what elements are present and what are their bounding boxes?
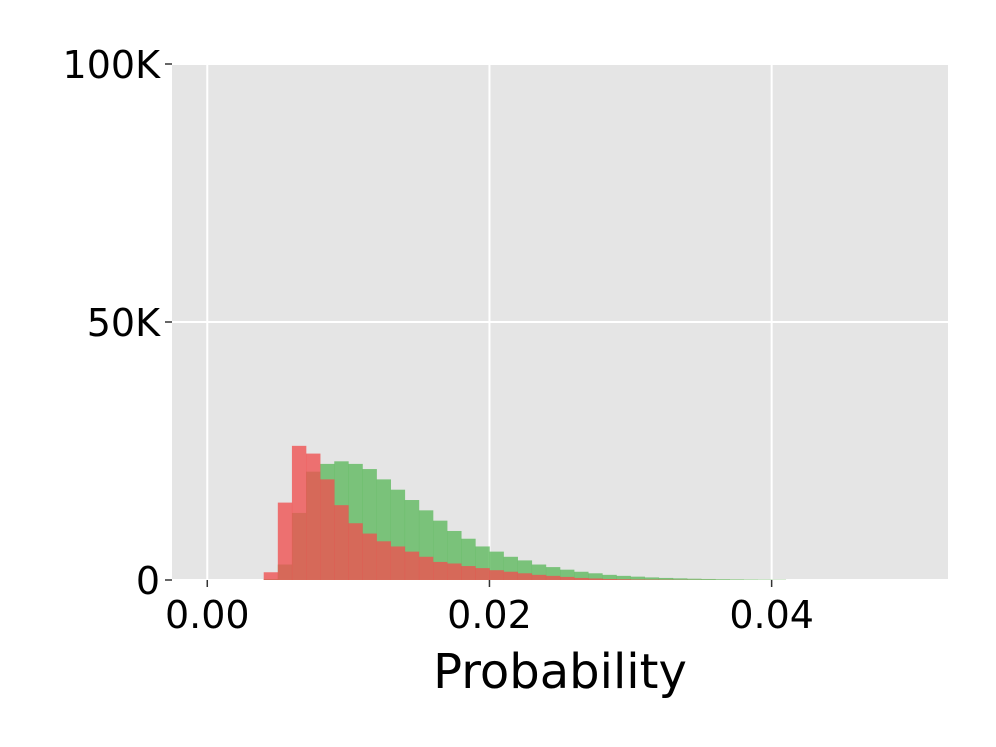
histogram-bar xyxy=(517,573,533,580)
histogram-bar xyxy=(263,572,279,580)
histogram-bar xyxy=(291,445,307,580)
histogram-bar xyxy=(404,551,420,580)
histogram-bar xyxy=(545,575,561,580)
histogram-bar xyxy=(531,574,547,580)
histogram-bar xyxy=(616,579,631,580)
histogram-bar xyxy=(320,479,335,580)
x-tick-label: 0.04 xyxy=(729,593,814,637)
histogram-bar xyxy=(560,576,575,580)
histogram-bar xyxy=(574,577,589,580)
histogram-bar xyxy=(306,453,321,580)
histogram-bar xyxy=(433,561,448,580)
histogram-bar xyxy=(729,579,744,580)
histogram-bar xyxy=(560,569,575,580)
x-tick-label: 0.00 xyxy=(165,593,250,637)
histogram-bar xyxy=(376,541,391,580)
histogram-bar xyxy=(475,568,490,580)
histogram-bar xyxy=(686,578,702,580)
histogram-bar xyxy=(588,578,603,580)
axes: 0.00 0.02 0.04 0 50K 100K xyxy=(63,43,814,637)
histogram-bar xyxy=(588,573,603,580)
histogram-bar xyxy=(362,533,377,580)
x-tick-label: 0.02 xyxy=(447,593,532,637)
histogram-bar xyxy=(418,556,434,580)
histogram-bar xyxy=(461,566,476,580)
y-tick-label: 100K xyxy=(63,43,162,87)
histogram-bar xyxy=(602,578,617,580)
histogram-bar xyxy=(602,574,617,580)
histogram-bar xyxy=(715,579,730,580)
histogram-bar xyxy=(630,579,645,580)
y-tick-label: 0 xyxy=(136,559,160,603)
histogram-bar xyxy=(630,576,645,580)
histogram-bar xyxy=(348,523,363,580)
x-axis-label: Probability xyxy=(433,644,687,700)
histogram-bar xyxy=(277,502,293,580)
histogram-bar xyxy=(334,505,349,580)
histogram-bar xyxy=(574,571,589,580)
histogram-bar xyxy=(489,570,504,580)
histogram-bar xyxy=(390,546,406,580)
histogram-bar xyxy=(644,577,660,580)
series-1 xyxy=(263,445,787,580)
histogram-bar xyxy=(658,577,674,580)
y-tick-label: 50K xyxy=(87,301,161,345)
histogram-bars xyxy=(263,445,787,580)
histogram-bar xyxy=(447,563,462,580)
histogram-bar xyxy=(701,578,716,580)
histogram-bar xyxy=(743,579,758,580)
histogram-bar xyxy=(503,571,518,580)
histogram-bar xyxy=(672,578,688,580)
histogram-bar xyxy=(616,575,631,580)
